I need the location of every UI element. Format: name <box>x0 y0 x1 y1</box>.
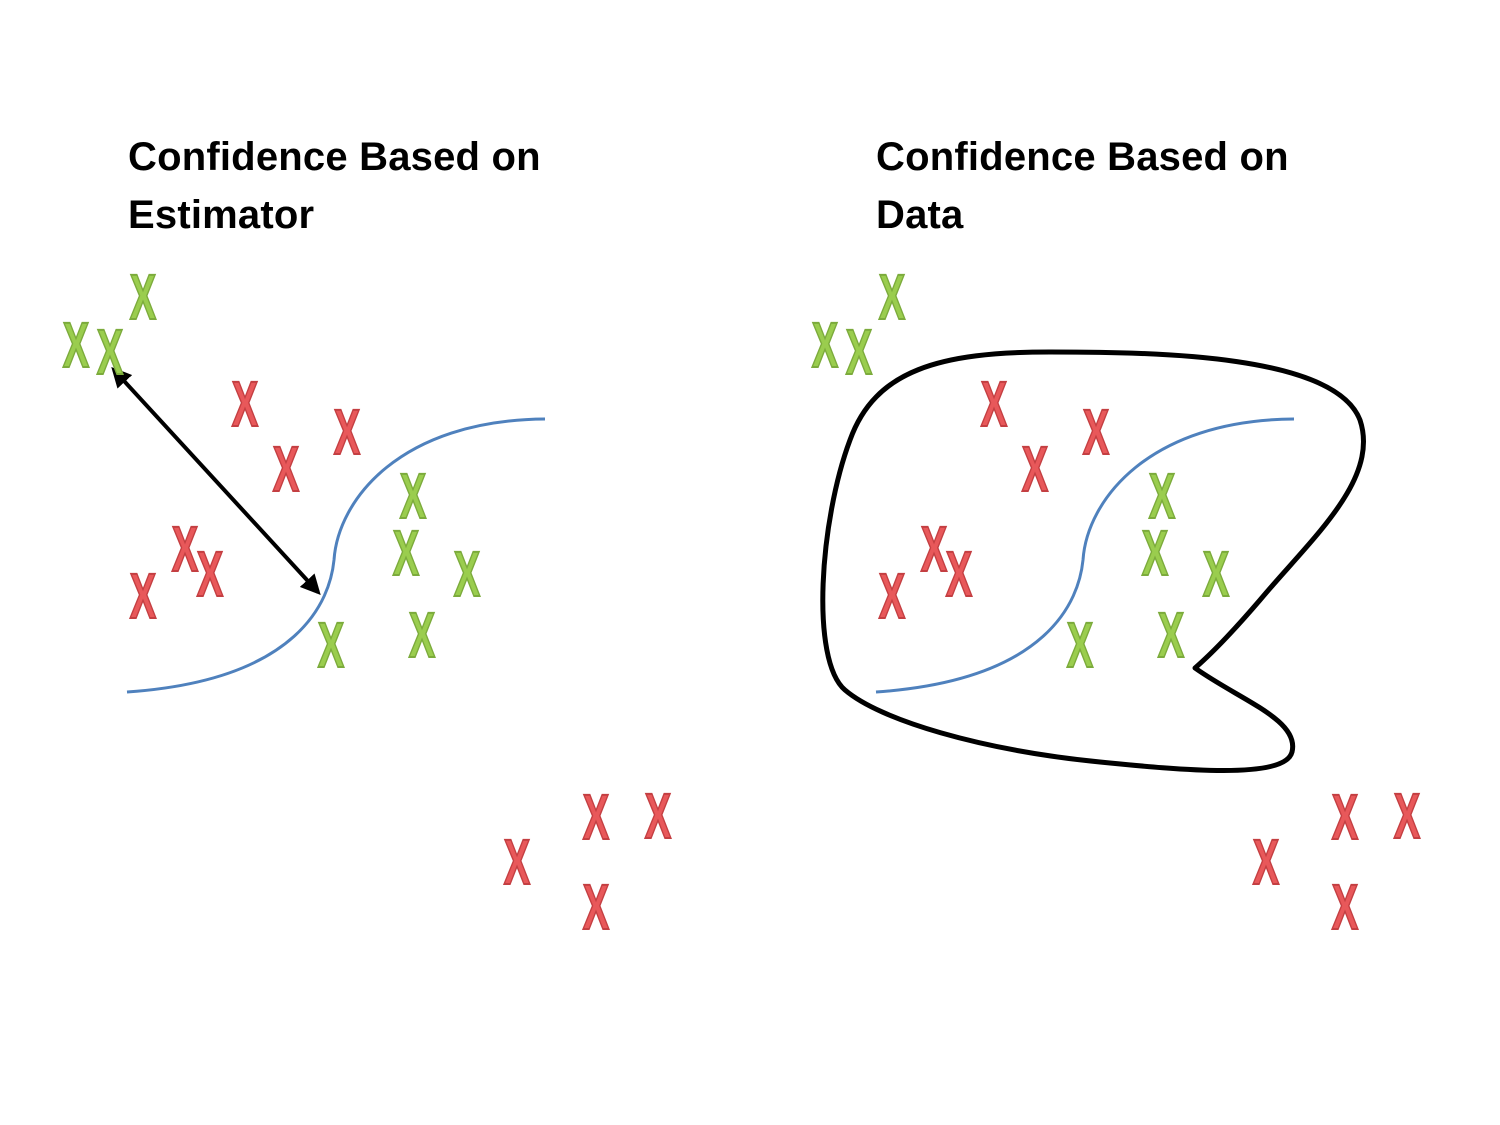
red-class-marker: X <box>1253 828 1280 899</box>
red-class-marker: X <box>1083 398 1110 469</box>
red-class-marker: X <box>583 873 610 944</box>
red-class-marker: X <box>645 782 672 853</box>
green-class-marker: X <box>393 519 420 590</box>
left-decision-boundary <box>126 417 546 694</box>
red-class-marker: X <box>334 398 361 469</box>
left-panel-title: Confidence Based on Estimator <box>128 128 688 244</box>
red-class-marker: X <box>273 435 300 506</box>
left-title-line-1: Confidence Based on <box>128 135 541 179</box>
right-panel-title: Confidence Based on Data <box>876 128 1436 244</box>
green-class-marker: X <box>63 311 90 382</box>
green-class-marker: X <box>1067 611 1094 682</box>
red-class-marker: X <box>583 783 610 854</box>
red-class-marker: X <box>197 540 224 611</box>
red-class-marker: X <box>504 828 531 899</box>
red-class-marker: X <box>1394 782 1421 853</box>
green-class-marker: X <box>400 462 427 533</box>
red-class-marker: X <box>1022 435 1049 506</box>
distance-to-boundary-arrow <box>111 367 321 595</box>
green-class-marker: X <box>879 263 906 334</box>
green-class-marker: X <box>846 318 873 389</box>
red-class-marker: X <box>172 515 199 586</box>
green-class-marker: X <box>454 540 481 611</box>
green-class-marker: X <box>1149 462 1176 533</box>
green-class-marker: X <box>409 601 436 672</box>
red-class-marker: X <box>981 370 1008 441</box>
red-class-marker: X <box>946 540 973 611</box>
red-class-marker: X <box>879 562 906 633</box>
green-class-marker: X <box>318 611 345 682</box>
green-class-marker: X <box>130 263 157 334</box>
green-class-marker: X <box>1142 519 1169 590</box>
red-class-marker: X <box>1332 873 1359 944</box>
right-title-line-2: Data <box>876 193 964 237</box>
green-class-marker: X <box>812 311 839 382</box>
right-title-line-1: Confidence Based on <box>876 135 1289 179</box>
red-class-marker: X <box>1332 783 1359 854</box>
green-class-marker: X <box>1158 601 1185 672</box>
red-class-marker: X <box>232 370 259 441</box>
green-class-marker: X <box>1203 540 1230 611</box>
right-decision-boundary <box>875 417 1295 694</box>
red-class-marker: X <box>130 562 157 633</box>
data-support-region <box>820 349 1366 773</box>
left-title-line-2: Estimator <box>128 193 315 237</box>
green-class-marker: X <box>97 318 124 389</box>
red-class-marker: X <box>921 515 948 586</box>
